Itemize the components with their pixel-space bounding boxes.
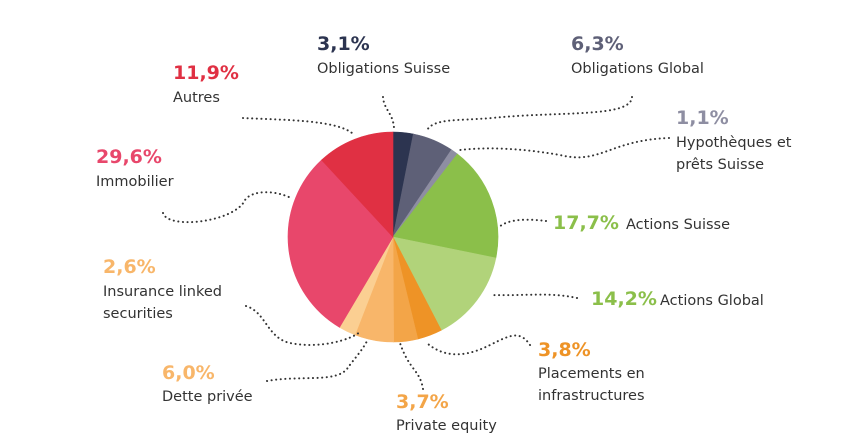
leader-actions-global [489, 293, 578, 299]
slice-actions-suisse [392, 153, 499, 259]
pct-label-autres: 11,9% [173, 62, 239, 84]
leader-hypotheques-et-prets-suisse [459, 137, 670, 159]
category-label-dette-privee: Dette privée [162, 389, 253, 405]
pie-slices [287, 131, 499, 343]
leader-dette-privee [266, 338, 369, 382]
leader-autres [242, 117, 353, 134]
category-label-obligations-suisse: Obligations Suisse [317, 61, 450, 77]
category-label-insurance-linked-securities: securities [103, 306, 173, 322]
leader-lines [162, 96, 670, 390]
pct-label-dette-privee: 6,0% [162, 362, 215, 384]
slice-immobilier [287, 159, 394, 328]
leader-immobilier [162, 191, 292, 224]
category-label-autres: Autres [173, 90, 220, 106]
pct-label-private-equity: 3,7% [396, 391, 449, 413]
pct-label-insurance-linked-securities: 2,6% [103, 256, 156, 278]
leader-placements-en-infrastructures [427, 334, 531, 356]
pct-label-obligations-global: 6,3% [571, 33, 624, 55]
leader-private-equity [399, 342, 424, 390]
pct-label-obligations-suisse: 3,1% [317, 33, 370, 55]
category-label-placements-en-infrastructures: Placements en [538, 366, 645, 382]
pct-label-actions-global: 14,2% [591, 288, 657, 310]
category-label-hypotheques-et-prets-suisse: Hypothèques et [676, 135, 792, 151]
pct-label-immobilier: 29,6% [96, 146, 162, 168]
slice-actions-global [392, 236, 497, 331]
leader-insurance-linked-securities [245, 305, 361, 346]
slice-autres [321, 131, 394, 238]
pct-label-actions-suisse: 17,7% [553, 212, 619, 234]
category-label-private-equity: Private equity [396, 418, 497, 434]
category-label-hypotheques-et-prets-suisse: prêts Suisse [676, 157, 764, 173]
pct-label-placements-en-infrastructures: 3,8% [538, 339, 591, 361]
leader-obligations-suisse [382, 96, 395, 129]
category-label-actions-suisse: Actions Suisse [626, 217, 730, 233]
leader-obligations-global [425, 96, 633, 133]
leader-actions-suisse [497, 218, 547, 229]
category-label-placements-en-infrastructures: infrastructures [538, 388, 645, 404]
pct-label-hypotheques-et-prets-suisse: 1,1% [676, 107, 729, 129]
slice-labels: 3,1% Obligations Suisse 6,3% Obligations Gl… [96, 33, 792, 434]
category-label-insurance-linked-securities: Insurance linked [103, 284, 222, 300]
category-label-obligations-global: Obligations Global [571, 61, 704, 77]
category-label-immobilier: Immobilier [96, 174, 174, 190]
category-label-actions-global: Actions Global [660, 293, 764, 309]
